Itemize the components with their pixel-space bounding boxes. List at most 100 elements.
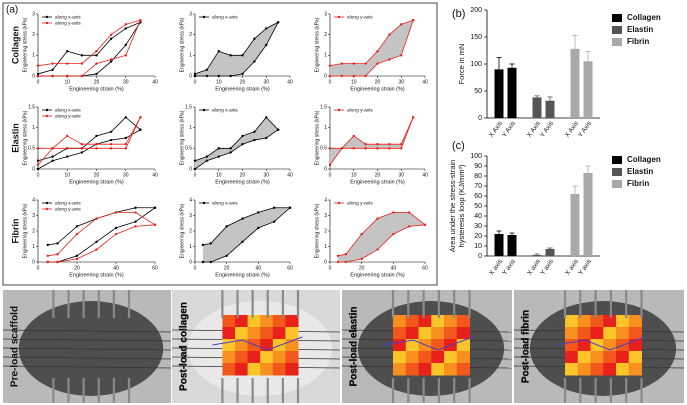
suture-wire — [2, 347, 172, 351]
x-tick-label: 10 — [216, 172, 222, 178]
heatmap-cell — [235, 363, 249, 376]
data-point — [109, 37, 113, 40]
data-point — [265, 27, 268, 30]
data-point — [392, 232, 395, 236]
heatmap-cell — [577, 327, 591, 340]
data-point — [46, 254, 49, 257]
y-tick-label: 1.5 — [28, 104, 35, 110]
heatmap-cell — [222, 339, 236, 352]
heatmap-cell — [444, 327, 458, 340]
legend-marker — [202, 108, 206, 112]
heatmap-cell — [285, 351, 299, 364]
heatmap-cell — [456, 363, 470, 376]
y-tick-label: 0 — [324, 73, 327, 79]
y-tick-label: 0 — [189, 259, 192, 265]
heatmap-cell — [456, 327, 470, 340]
heatmap-cell — [260, 315, 274, 328]
heatmap-cell — [222, 327, 236, 340]
data-point — [51, 155, 54, 158]
data-point — [253, 60, 256, 63]
legend-label: along x-axis — [212, 200, 238, 206]
heatmap-cell — [577, 315, 591, 328]
x-tick-label: 60 — [152, 265, 158, 271]
data-point — [229, 74, 232, 78]
x-tick-label: 0 — [329, 172, 332, 178]
row-title: Collagen — [10, 26, 20, 64]
data-point — [209, 260, 213, 264]
data-point — [109, 138, 113, 142]
y-tick-label: 0 — [32, 166, 35, 172]
x-tick-label: Y Axis — [539, 120, 555, 139]
data-point — [344, 253, 348, 256]
heatmap-cell — [272, 351, 286, 364]
y-tick-label: 50 — [474, 88, 482, 95]
data-point — [134, 225, 137, 228]
data-point — [360, 232, 363, 236]
y-tick-label: 1 — [189, 53, 192, 59]
y-tick-label: 0 — [32, 259, 35, 265]
bar — [494, 69, 504, 118]
heatmap-cell — [431, 351, 445, 364]
heatmap-cell — [616, 363, 630, 376]
y-axis-label: Engineering stress (kPa) — [22, 110, 28, 165]
heatmap-cell — [247, 363, 261, 376]
data-point — [225, 254, 228, 257]
x-tick-label: 10 — [351, 172, 357, 178]
legend-swatch — [612, 180, 622, 188]
y-tick-label: 1 — [324, 125, 327, 131]
x-tick-label: 20 — [240, 172, 246, 178]
bar — [545, 249, 555, 256]
data-point — [272, 206, 276, 209]
data-point — [109, 33, 113, 36]
data-point — [364, 74, 367, 78]
legend-label: along y-axis — [55, 20, 81, 26]
y-tick-label: 3 — [189, 213, 192, 219]
data-point — [229, 147, 232, 150]
photo-label: Post-load fibrin — [521, 310, 532, 383]
x-tick-label: 40 — [152, 79, 158, 85]
y-tick-label: 2 — [32, 32, 35, 38]
data-point — [36, 72, 40, 76]
row-title: Fibrin — [10, 219, 20, 244]
x-axis-label: Engineering strain (%) — [350, 86, 405, 92]
data-point — [400, 23, 403, 26]
y-tick-label: 0 — [189, 166, 192, 172]
data-point — [95, 147, 98, 150]
heatmap-cell — [418, 327, 432, 340]
data-point — [36, 159, 40, 162]
data-point — [95, 248, 98, 251]
heatmap-cell — [285, 363, 299, 376]
heatmap-cell — [565, 363, 579, 376]
y-tick-label: 100 — [470, 61, 482, 68]
y-tick-label: 60 — [474, 193, 482, 200]
data-point — [400, 54, 403, 57]
y-tick-label: 20 — [474, 233, 482, 240]
data-point — [400, 147, 403, 150]
x-tick-label: 40 — [287, 79, 293, 85]
data-point — [134, 206, 137, 209]
data-point — [400, 143, 403, 146]
data-point — [36, 147, 40, 150]
y-axis-label: Area under the stress-strain — [448, 160, 457, 253]
data-line — [195, 22, 279, 77]
heatmap-cell — [393, 351, 407, 364]
data-point — [336, 260, 340, 264]
heatmap-cell — [272, 327, 286, 340]
photo: Post-load elastin — [341, 290, 513, 403]
heatmap-cell — [577, 339, 591, 352]
data-point — [340, 62, 344, 65]
legend-marker — [45, 207, 49, 211]
data-point — [328, 163, 332, 167]
data-point — [114, 232, 118, 236]
legend-marker — [202, 201, 206, 205]
hysteresis-area — [337, 212, 425, 262]
x-tick-label: 60 — [422, 265, 428, 271]
data-point — [193, 159, 197, 162]
data-point — [139, 116, 142, 119]
data-point — [201, 260, 205, 264]
strain-trace — [554, 336, 646, 351]
data-point — [241, 72, 244, 76]
x-axis-label: Engineering strain (%) — [350, 272, 405, 278]
legend-label: Fibrin — [627, 37, 649, 46]
data-point — [66, 147, 69, 150]
